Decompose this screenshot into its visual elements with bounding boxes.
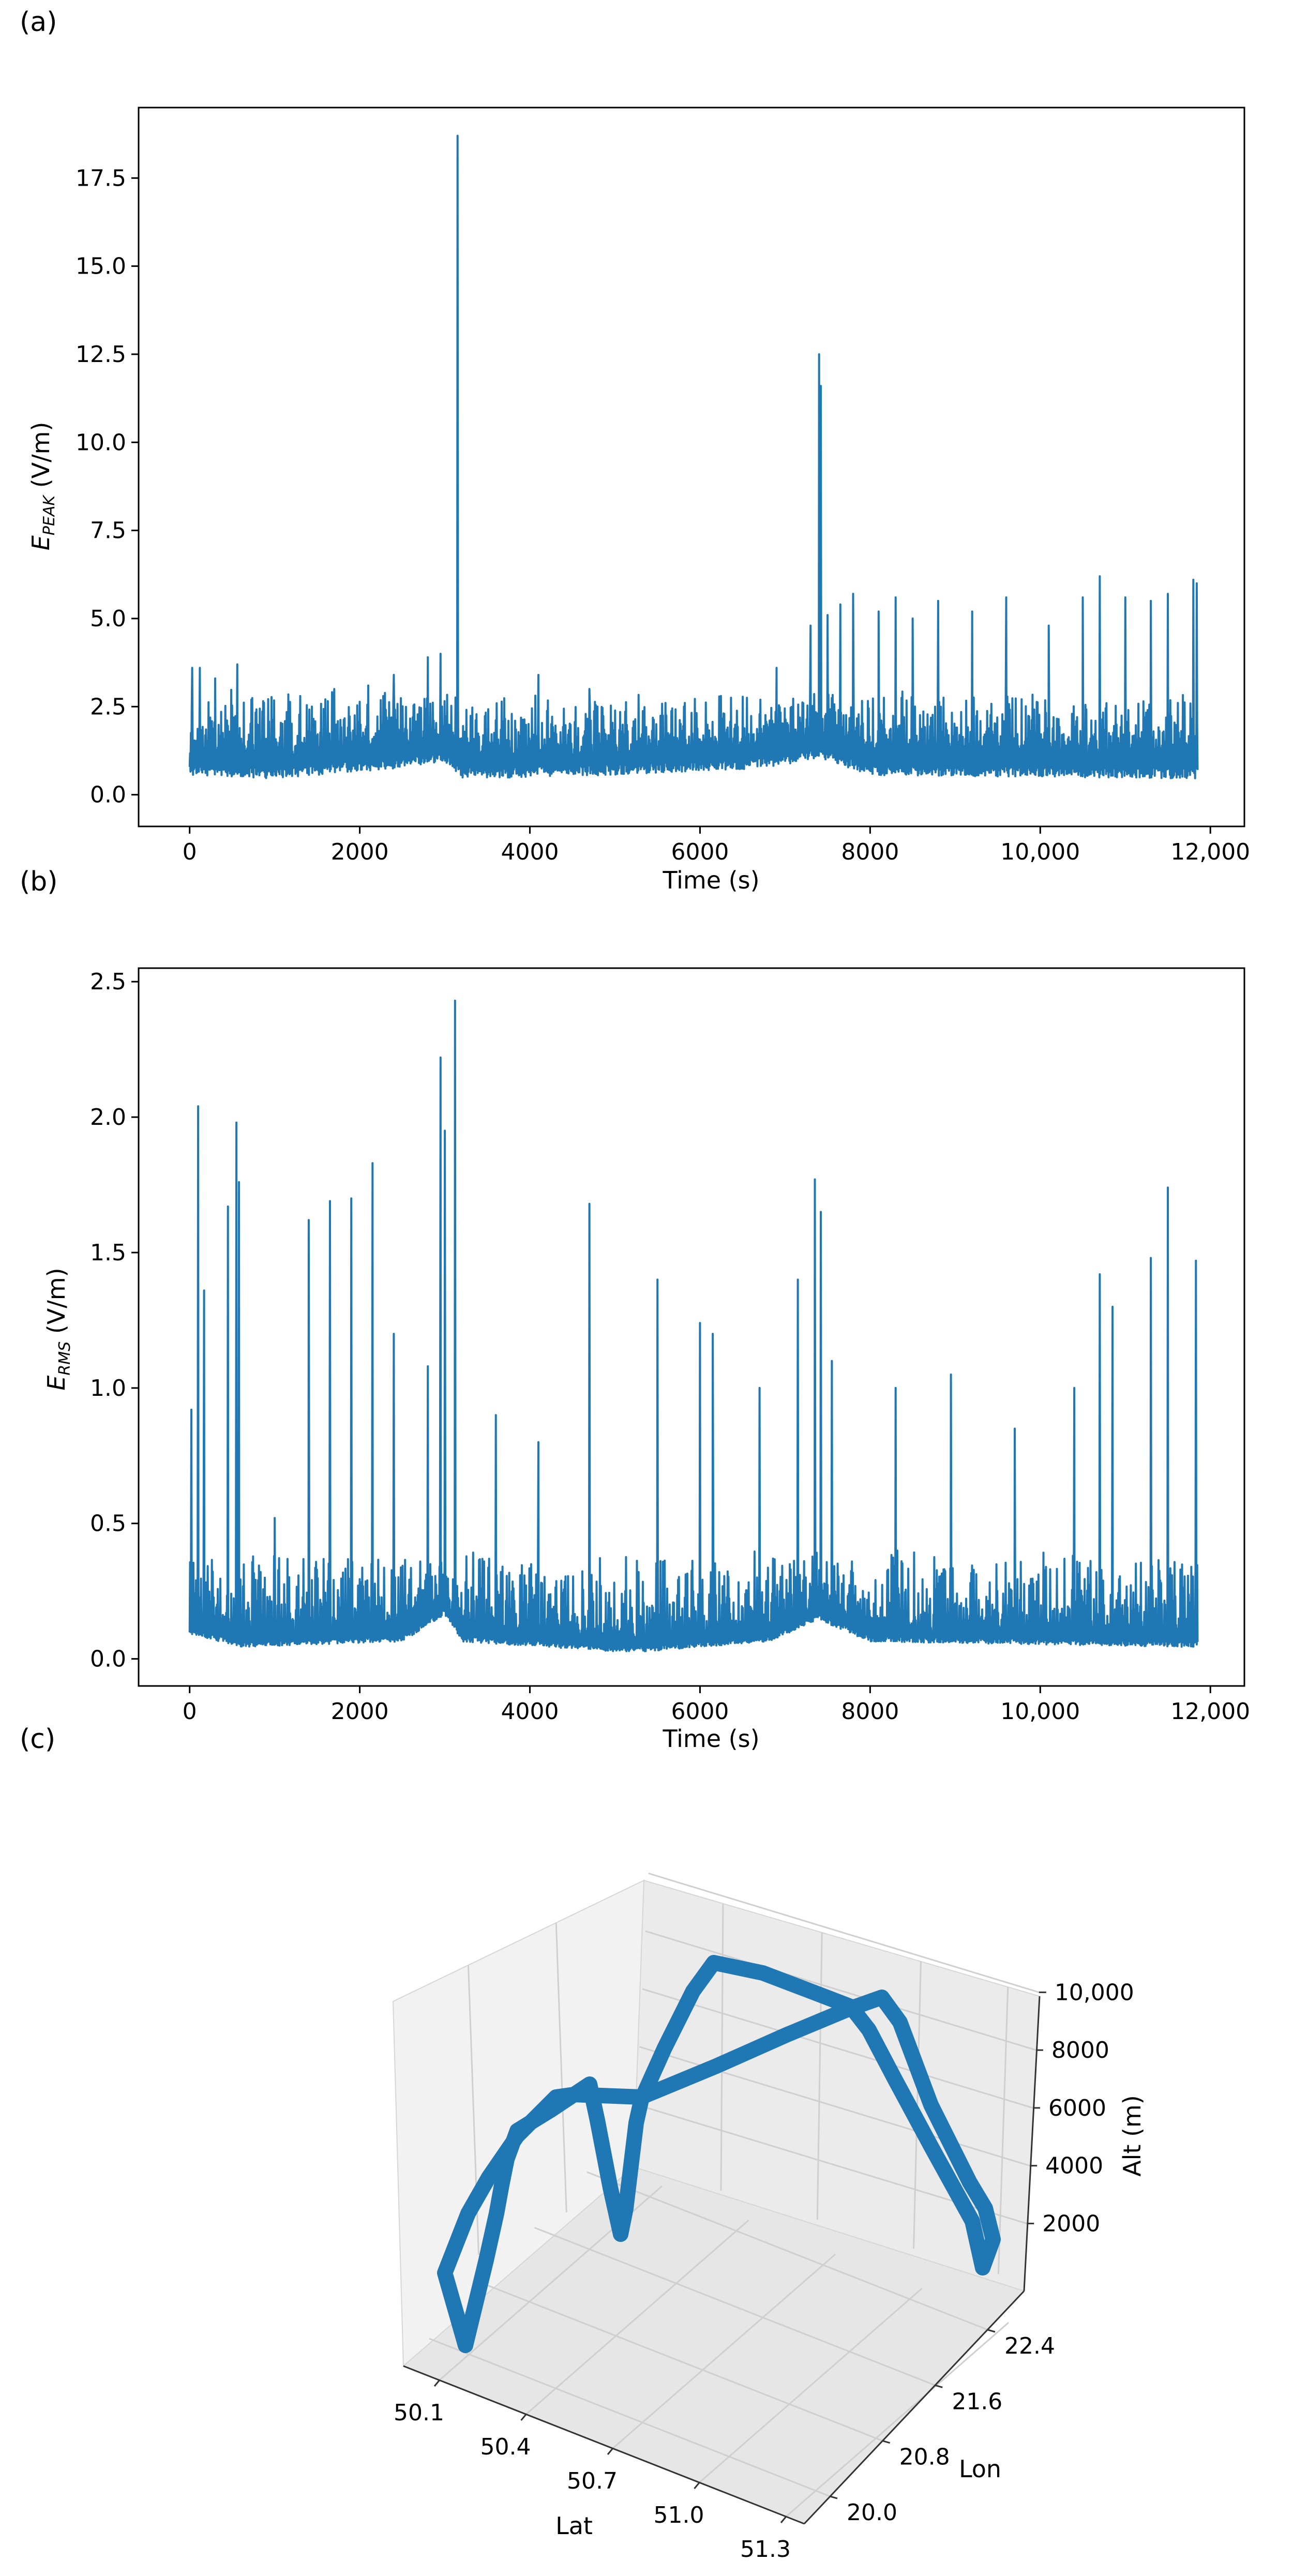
lon-tick bbox=[882, 2440, 891, 2444]
y-tick-label: 2.5 bbox=[90, 694, 126, 720]
lon-tick-label: 22.4 bbox=[1004, 2333, 1055, 2359]
axis-lon-line bbox=[803, 2290, 1025, 2525]
lat-tick-label: 50.4 bbox=[480, 2434, 531, 2460]
x-tick-label: 4000 bbox=[501, 1698, 559, 1725]
series-line bbox=[188, 999, 1199, 1652]
lon-tick bbox=[935, 2384, 943, 2388]
y-tick-label: 15.0 bbox=[76, 253, 126, 280]
chart-a-xlabel: Time (s) bbox=[662, 866, 759, 894]
x-tick-label: 6000 bbox=[671, 839, 729, 865]
lon-grid bbox=[429, 2338, 831, 2497]
y-tick-label: 1.0 bbox=[90, 1375, 126, 1402]
panel-b-label: (b) bbox=[20, 866, 58, 897]
chart-a-ylabel: EPEAK (V/m) bbox=[27, 422, 58, 551]
x-tick-label: 12,000 bbox=[1170, 839, 1250, 865]
lat-tick bbox=[694, 2482, 700, 2489]
alt-grid bbox=[642, 1988, 1033, 2109]
lat-grid bbox=[699, 2287, 923, 2483]
lon-tick-label: 20.8 bbox=[899, 2444, 950, 2470]
axis-alt-line bbox=[1023, 1996, 1041, 2292]
alt-grid bbox=[645, 1930, 1036, 2051]
lat-tick-label: 51.0 bbox=[654, 2502, 704, 2528]
y-tick-label: 10.0 bbox=[76, 429, 126, 456]
y-tick-label: 7.5 bbox=[90, 518, 126, 544]
lat-grid bbox=[525, 2219, 749, 2415]
alt-tick-label: 8000 bbox=[1051, 2037, 1109, 2063]
y-tick-label: 17.5 bbox=[76, 165, 126, 191]
lon-tick bbox=[987, 2329, 996, 2333]
x-tick-label: 0 bbox=[183, 1698, 197, 1725]
ticks-3d: 50.1 50.4 50.7 51.0 51.3 20.0 20.8 21.6 22.4 2000… bbox=[394, 1979, 1134, 2563]
y-tick-label: 5.0 bbox=[90, 606, 126, 632]
chart-b-rms-field: 0 2000 4000 6000 8000 10,000 12,000 0.0 0.5 1.0 1.… bbox=[90, 967, 1250, 1725]
flight-trajectory bbox=[437, 1955, 1001, 2353]
axes-frame bbox=[138, 107, 1245, 827]
x-tick-label: 10,000 bbox=[1000, 839, 1080, 865]
x-tick-label: 12,000 bbox=[1170, 1698, 1250, 1725]
x-tick-label: 2000 bbox=[331, 839, 389, 865]
lat-tick bbox=[433, 2379, 441, 2387]
alt-grid bbox=[648, 1872, 1040, 1993]
y-tick-label: 2.0 bbox=[90, 1104, 126, 1131]
chart-c-ylabel-lon: Lon bbox=[959, 2455, 1001, 2483]
chart-a-peak-field: 0 2000 4000 6000 8000 10,000 12,000 0.0 2.5 5.0 7.… bbox=[76, 107, 1250, 865]
back-vgrid bbox=[997, 1987, 1009, 2274]
y-tick-label: 0.5 bbox=[90, 1511, 126, 1537]
y-tick-label: 0.0 bbox=[90, 782, 126, 808]
chart-c-xlabel-lat: Lat bbox=[555, 2512, 593, 2540]
x-tick-label: 8000 bbox=[841, 839, 899, 865]
lon-tick bbox=[830, 2495, 838, 2499]
lat-tick bbox=[780, 2516, 787, 2523]
back-vgrid bbox=[720, 1903, 724, 2191]
alt-tick-label: 10,000 bbox=[1055, 1979, 1134, 2006]
lat-tick-label: 51.3 bbox=[740, 2536, 791, 2563]
lon-tick-label: 20.0 bbox=[847, 2499, 897, 2526]
x-tick-label: 2000 bbox=[331, 1698, 389, 1725]
x-tick-label: 6000 bbox=[671, 1698, 729, 1725]
axis-lat-line bbox=[403, 2365, 805, 2525]
lon-grid bbox=[534, 2226, 936, 2386]
alt-tick-label: 2000 bbox=[1042, 2210, 1100, 2237]
y-tick-label: 0.0 bbox=[90, 1646, 126, 1673]
lat-grid bbox=[612, 2253, 836, 2449]
alt-tick-label: 6000 bbox=[1048, 2095, 1106, 2121]
lon-grid bbox=[587, 2171, 988, 2331]
lat-grid bbox=[786, 2322, 1009, 2518]
x-tick-label: 10,000 bbox=[1000, 1698, 1080, 1725]
lat-tick bbox=[607, 2448, 614, 2455]
panel-a-label: (a) bbox=[20, 7, 57, 38]
series-line bbox=[188, 134, 1199, 779]
y-tick-label: 2.5 bbox=[90, 969, 126, 995]
x-tick-label: 4000 bbox=[501, 839, 559, 865]
lon-grid bbox=[482, 2282, 883, 2442]
panel-c-label: (c) bbox=[20, 1724, 55, 1755]
left-vgrid bbox=[555, 1922, 567, 2212]
lat-tick-label: 50.1 bbox=[394, 2400, 444, 2426]
x-tick-label: 8000 bbox=[841, 1698, 899, 1725]
lon-tick-label: 21.6 bbox=[952, 2388, 1002, 2415]
lat-tick-label: 50.7 bbox=[567, 2468, 618, 2494]
y-tick-label: 12.5 bbox=[76, 341, 126, 368]
back-vgrid bbox=[816, 1932, 823, 2220]
chart-c-zlabel-alt: Alt (m) bbox=[1118, 2095, 1146, 2177]
axes-frame bbox=[138, 967, 1245, 1687]
lat-tick bbox=[520, 2414, 527, 2421]
chart-b-xlabel: Time (s) bbox=[662, 1725, 759, 1753]
chart-c-3d-trajectory: 50.1 50.4 50.7 51.0 51.3 20.0 20.8 21.6 22.4 2000… bbox=[392, 1872, 1134, 2563]
alt-tick-label: 4000 bbox=[1045, 2153, 1103, 2179]
y-tick-label: 1.5 bbox=[90, 1240, 126, 1266]
x-tick-label: 0 bbox=[183, 839, 197, 865]
chart-b-ylabel: ERMS (V/m) bbox=[42, 1268, 74, 1390]
